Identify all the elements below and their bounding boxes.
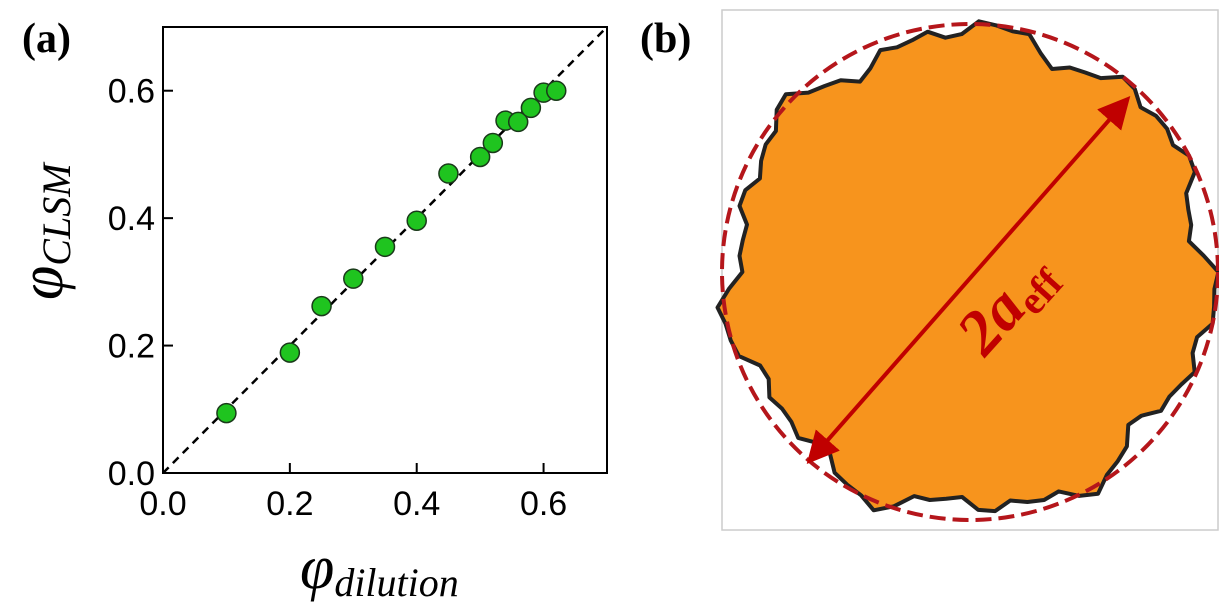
symbol: φ — [8, 266, 76, 300]
data-point — [343, 268, 364, 289]
x-axis-label: φdilution — [300, 534, 459, 603]
data-point — [216, 402, 237, 424]
y-axis-label: φCLSM — [8, 161, 79, 300]
data-point — [507, 111, 529, 133]
subscript: CLSM — [34, 161, 79, 266]
effective-circle — [720, 22, 1219, 522]
y-tick-label: 0.4 — [108, 200, 155, 238]
plot-frame — [162, 26, 608, 474]
data-point — [546, 80, 567, 101]
data-point — [438, 163, 459, 184]
diagram: 2aeff — [715, 9, 1219, 531]
data-point — [520, 97, 542, 119]
diameter-arrow — [806, 95, 1131, 465]
data-point — [279, 342, 301, 363]
x-tick-label: 0.6 — [520, 485, 567, 523]
y-tick-label: 0.0 — [108, 455, 155, 493]
panel-label: (b) — [640, 16, 691, 62]
x-tick-label: 0.2 — [266, 485, 313, 523]
data-point — [482, 132, 504, 154]
symbol: φ — [300, 534, 334, 602]
data-point — [311, 295, 332, 317]
data-point — [374, 236, 396, 258]
subscript: dilution — [334, 560, 458, 603]
y-tick-label: 0.2 — [108, 328, 155, 366]
data-point — [406, 210, 427, 231]
panel-label: (a) — [22, 16, 71, 62]
y-tick-label: 0.6 — [108, 73, 155, 111]
x-tick-label: 0.0 — [139, 485, 186, 523]
data-point — [469, 146, 491, 168]
x-tick-label: 0.4 — [393, 485, 440, 523]
